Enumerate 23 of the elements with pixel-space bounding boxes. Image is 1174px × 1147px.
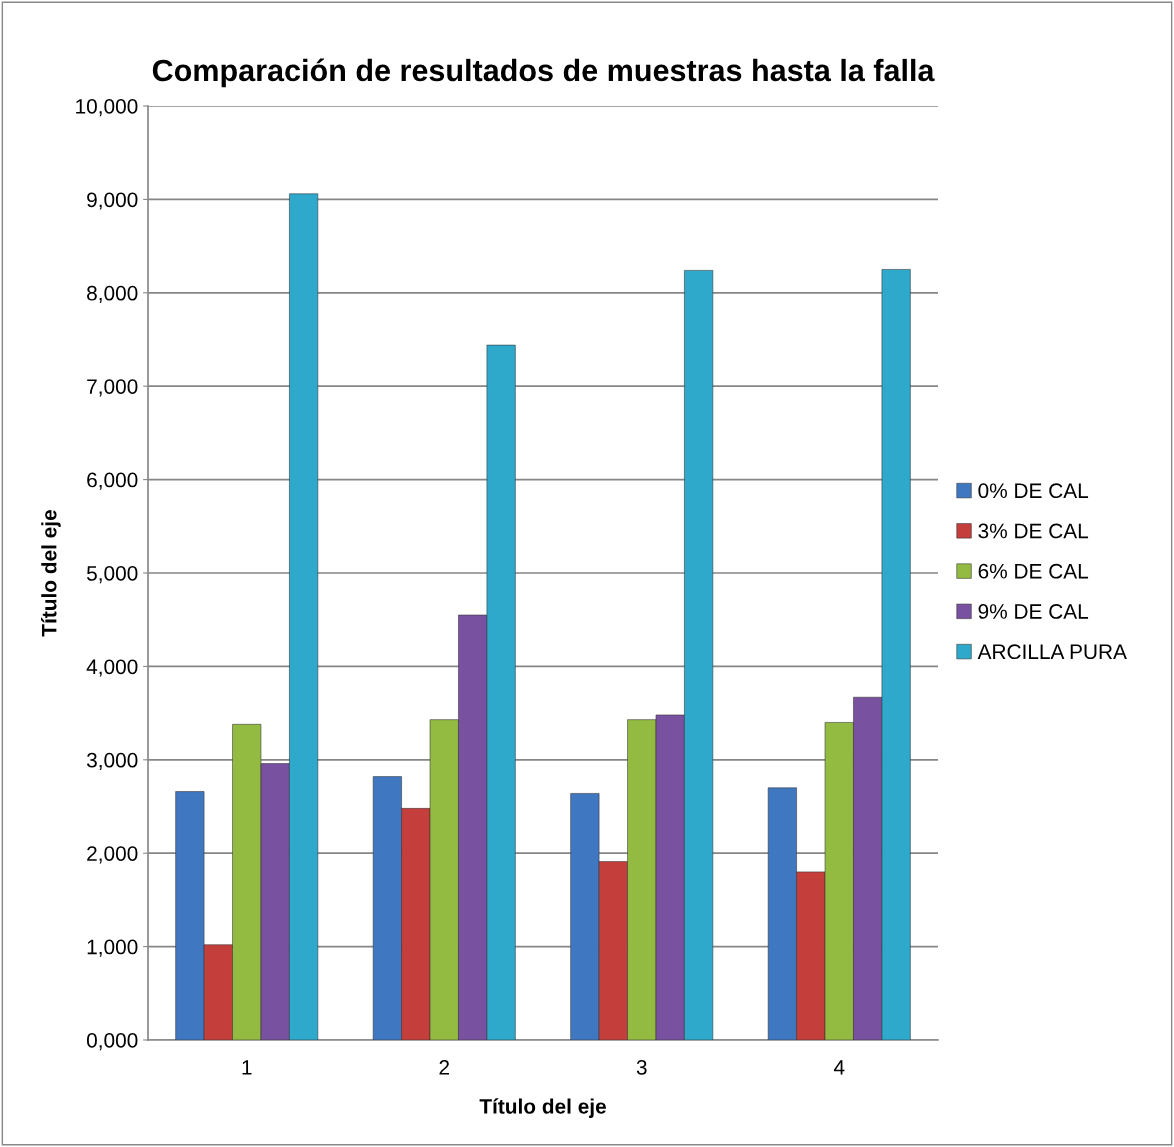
legend-label: ARCILLA PURA <box>977 644 1127 660</box>
legend-label: 3% DE CAL <box>978 523 1089 539</box>
legend-label: 0% DE CAL <box>978 483 1089 499</box>
x-tick-label: 3 <box>636 1059 647 1075</box>
y-tick-label: 10,000 <box>76 99 138 117</box>
x-tick-label: 2 <box>439 1059 449 1075</box>
legend-label: 9% DE CAL <box>978 604 1089 619</box>
y-tick-label: 3,000 <box>86 752 138 771</box>
y-tick-label: 8,000 <box>87 285 138 304</box>
y-tick-label: 7,000 <box>87 379 138 397</box>
y-tick-label: 0,000 <box>86 1033 138 1051</box>
x-tick-label: 4 <box>833 1060 845 1075</box>
y-tick-label: 4,000 <box>86 659 138 677</box>
x-tick-label: 1 <box>242 1060 252 1075</box>
y-tick-label: 2,000 <box>87 846 138 864</box>
y-tick-label: 9,000 <box>87 192 138 210</box>
y-tick-label: 6,000 <box>87 472 138 490</box>
chart-title: Comparación de resultados de muestras hasta la falla <box>152 58 935 88</box>
legend-label: 6% DE CAL <box>978 563 1089 579</box>
y-tick-label: 5,000 <box>86 566 138 584</box>
x-axis-title: Título del eje <box>479 1098 606 1118</box>
y-tick-label: 1,000 <box>87 939 138 957</box>
y-axis-title: Título del eje <box>41 510 61 637</box>
